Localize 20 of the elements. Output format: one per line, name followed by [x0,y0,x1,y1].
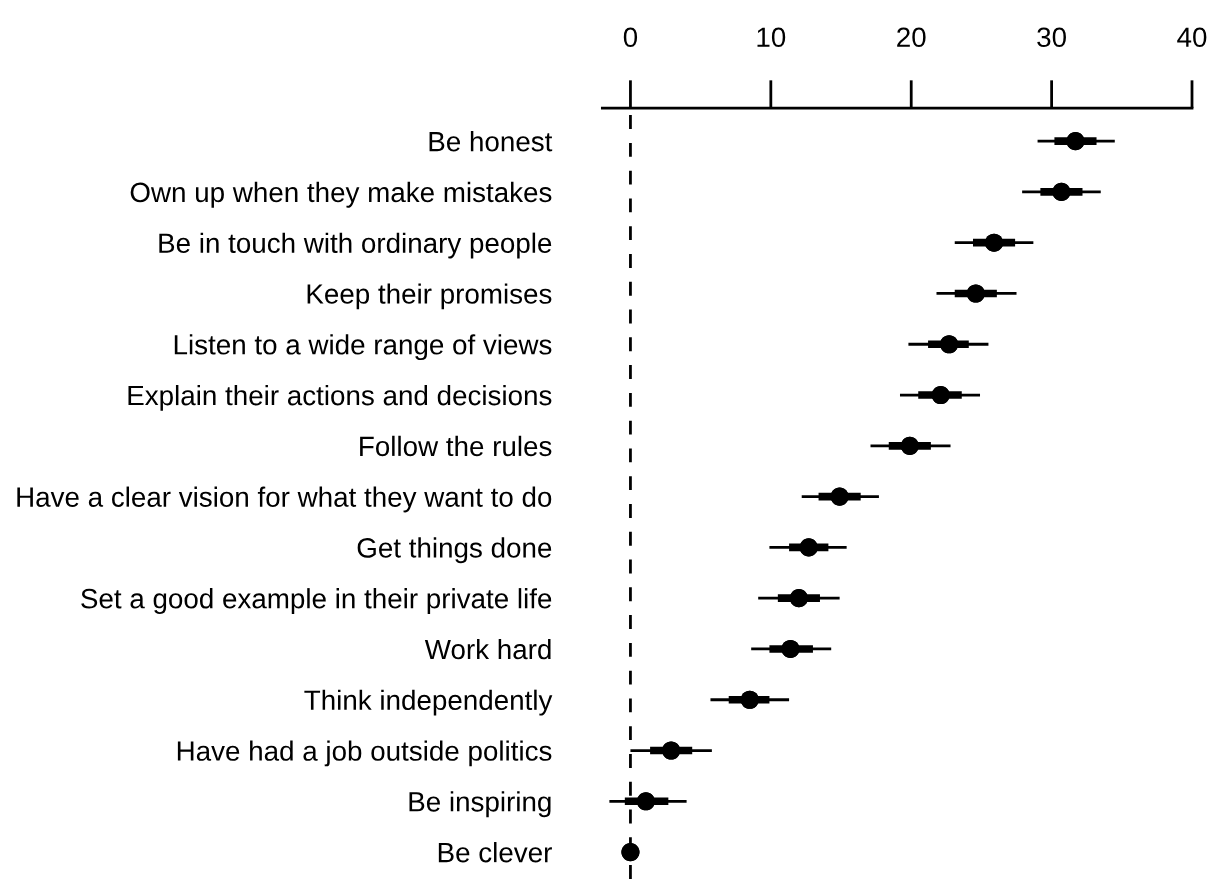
y-tick-label: Be in touch with ordinary people [159,232,552,259]
y-tick-label: Follow the rules [360,435,552,457]
x-tick-label: 0 [623,27,638,48]
y-tick-label: Set a good example in their private life [81,588,552,614]
y-tick-label: Explain their actions and decisions [128,384,552,411]
y-tick-label: Think independently [304,689,553,716]
y-tick-label: Be clever [438,842,552,863]
y-tick-label: Be honest [429,131,553,152]
x-tick-label: 10 [757,27,786,48]
y-tick-label: Work hard [424,638,551,660]
y-tick-label: Keep their promises [307,283,552,310]
y-tick-label: Listen to a wide range of views [174,334,552,361]
x-tick-label: 20 [897,27,926,48]
y-tick-label: Be inspiring [409,791,551,818]
x-tick-label: 40 [1177,27,1207,48]
y-tick-label: Own up when they make mistakes [130,181,552,208]
y-tick-label: Get things done [357,537,552,564]
x-tick-label: 30 [1037,27,1066,48]
y-tick-label: Have had a job outside politics [177,740,552,767]
y-tick-label: Have a clear vision for what they want to do [17,486,552,513]
